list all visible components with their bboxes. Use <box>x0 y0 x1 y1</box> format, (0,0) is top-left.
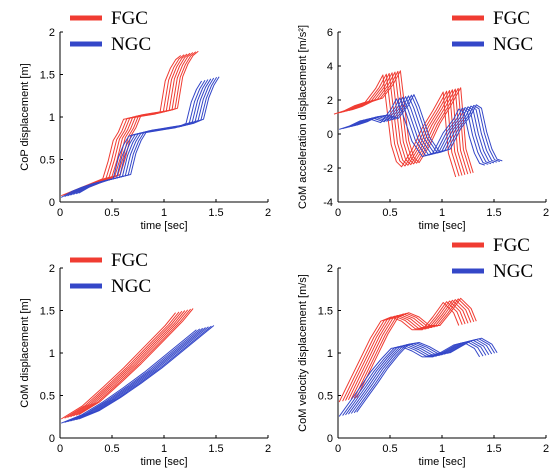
x-tick-label: 0.5 <box>104 443 119 455</box>
y-tick-label: 0 <box>49 197 55 209</box>
y-tick-label: 1 <box>49 112 55 124</box>
series-line-fgc <box>60 312 176 420</box>
series-line-fgc <box>70 52 191 194</box>
x-tick-label: 0.5 <box>382 443 397 455</box>
x-tick-label: 1 <box>161 443 167 455</box>
x-tick-label: 2 <box>543 207 549 219</box>
legend-label-fgc: FGC <box>111 8 148 29</box>
series-line-fgc <box>78 308 194 416</box>
y-tick-label: 0.5 <box>40 391 55 403</box>
legend-label-ngc: NGC <box>111 276 151 297</box>
series-line-fgc <box>73 309 189 417</box>
series-line-ngc <box>76 325 212 421</box>
series-line-ngc <box>78 325 215 420</box>
x-tick-label: 0.5 <box>382 207 397 219</box>
y-tick-label: 1 <box>327 348 333 360</box>
series-line-ngc <box>348 96 495 164</box>
series-line-fgc <box>353 298 475 399</box>
y-axis-label: CoM velocity displacement [m/s] <box>297 274 309 432</box>
series-line-ngc <box>351 95 498 163</box>
x-axis-label: time [sec] <box>418 456 465 468</box>
series-line-fgc <box>78 50 199 192</box>
series-line-fgc <box>347 299 469 401</box>
x-tick-label: 2 <box>543 443 549 455</box>
series-line-fgc <box>75 308 191 416</box>
legend-label-ngc: NGC <box>493 261 533 282</box>
y-tick-label: 2 <box>327 263 333 275</box>
y-tick-label: 2 <box>49 27 55 39</box>
x-tick-label: 0 <box>57 207 63 219</box>
x-tick-label: 2 <box>265 443 271 455</box>
y-tick-label: -2 <box>323 163 333 175</box>
series-line-ngc <box>345 96 492 165</box>
y-axis-label: CoP displacement [m] <box>19 63 31 170</box>
y-tick-label: 0.5 <box>318 391 333 403</box>
y-tick-label: -4 <box>323 197 333 209</box>
series-line-ngc <box>64 328 201 423</box>
y-tick-label: 1.5 <box>318 306 333 318</box>
series-line-fgc <box>73 52 194 194</box>
x-axis-label: time [sec] <box>140 456 187 468</box>
legend-label-ngc: NGC <box>493 34 533 55</box>
series-line-fgc <box>64 311 180 419</box>
series-line-ngc <box>60 80 203 198</box>
x-tick-label: 2 <box>265 207 271 219</box>
series-line-fgc <box>338 302 460 403</box>
y-axis-label: CoM displacement [m] <box>19 298 31 407</box>
x-tick-label: 0 <box>57 443 63 455</box>
x-tick-label: 0 <box>335 207 341 219</box>
x-tick-label: 1.5 <box>208 443 223 455</box>
series-line-fgc <box>356 297 477 398</box>
y-tick-label: 1 <box>49 348 55 360</box>
series-line-ngc <box>354 94 500 162</box>
legend-label-fgc: FGC <box>111 250 148 271</box>
y-tick-label: 2 <box>49 263 55 275</box>
y-tick-label: 2 <box>327 95 333 107</box>
x-axis-label: time [sec] <box>418 220 465 232</box>
series-line-ngc <box>75 77 218 195</box>
y-axis-label: CoM acceleration displacement [m/s²] <box>297 25 309 209</box>
series-line-fgc <box>351 70 474 173</box>
x-tick-label: 1.5 <box>486 443 501 455</box>
series-line-fgc <box>70 310 186 418</box>
series-line-fgc <box>342 301 463 402</box>
legend-label-ngc: NGC <box>111 34 151 55</box>
y-tick-label: 1.5 <box>40 70 55 82</box>
series-line-ngc <box>78 76 220 194</box>
y-tick-label: 0 <box>49 433 55 445</box>
x-tick-label: 1.5 <box>208 207 223 219</box>
x-tick-label: 1 <box>439 443 445 455</box>
series-line-fgc <box>61 55 182 197</box>
x-axis-label: time [sec] <box>140 220 187 232</box>
y-tick-label: 6 <box>327 27 333 39</box>
x-tick-label: 1 <box>161 207 167 219</box>
series-line-ngc <box>70 327 206 422</box>
legend-label-fgc: FGC <box>493 235 530 256</box>
series-line-ngc <box>356 337 498 413</box>
y-tick-label: 1.5 <box>40 306 55 318</box>
series-line-fgc <box>67 310 183 418</box>
y-tick-label: 0 <box>327 433 333 445</box>
series-line-fgc <box>350 299 472 400</box>
x-tick-label: 0.5 <box>104 207 119 219</box>
series-line-ngc <box>73 326 209 421</box>
x-tick-label: 1.5 <box>486 207 501 219</box>
series-line-ngc <box>61 329 197 424</box>
x-tick-label: 0 <box>335 443 341 455</box>
series-line-ngc <box>338 342 481 417</box>
series-line-ngc <box>356 94 503 162</box>
x-tick-label: 1 <box>439 207 445 219</box>
y-tick-label: 0 <box>327 129 333 141</box>
series-line-ngc <box>67 327 204 423</box>
series-line-fgc <box>76 51 197 193</box>
series-line-fgc <box>64 54 185 196</box>
series-line-fgc <box>345 300 466 401</box>
legend-label-fgc: FGC <box>493 8 530 29</box>
y-tick-label: 4 <box>327 61 333 73</box>
y-tick-label: 0.5 <box>40 155 55 167</box>
series-line-ngc <box>342 97 489 165</box>
series-line-fgc <box>67 53 188 195</box>
